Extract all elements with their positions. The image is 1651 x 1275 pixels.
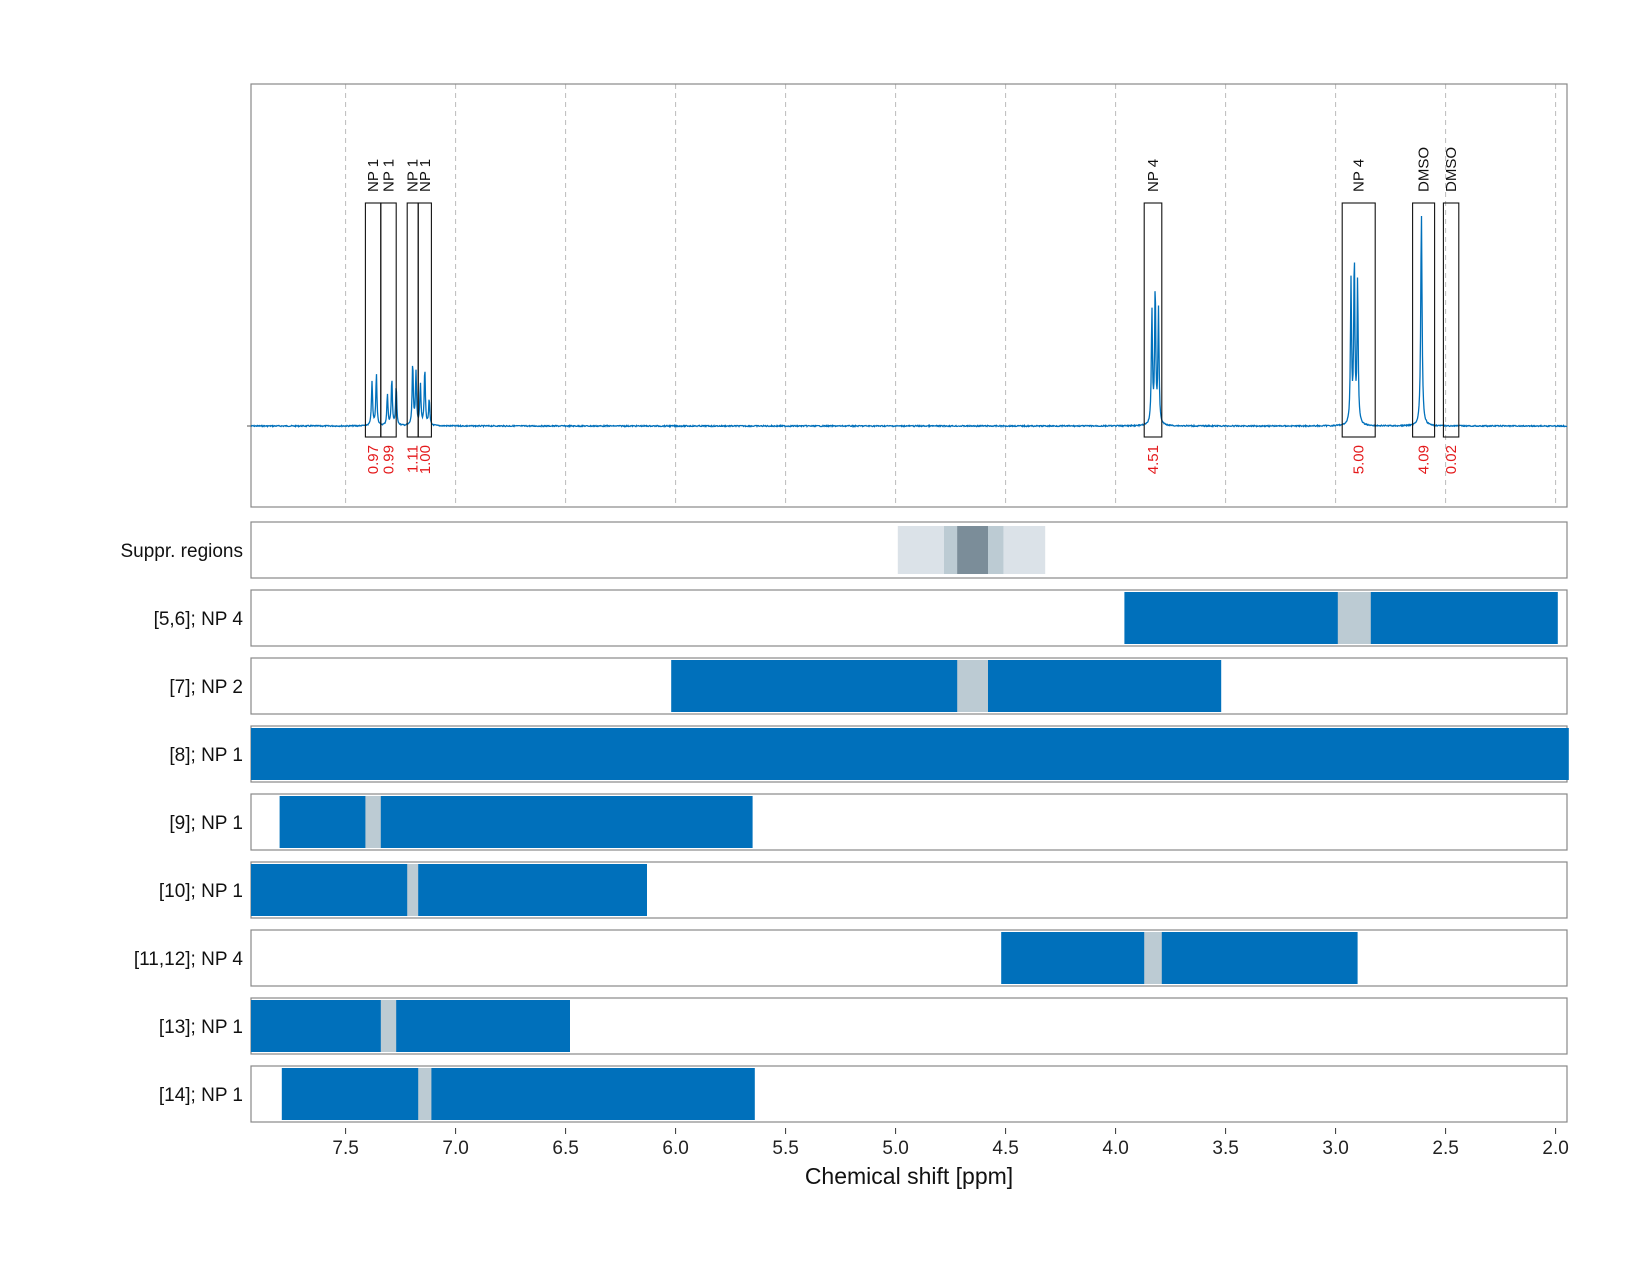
x-tick-label: 4.5 [992, 1138, 1018, 1159]
peak-region-label: NP 4 [1145, 159, 1162, 192]
x-tick-label: 5.5 [772, 1138, 798, 1159]
spectrum-panel: NP 1 0.97 NP 1 0.99 NP 1 1.11 NP 1 1.00 NP 4 4.51… [247, 83, 1568, 508]
peak-region-integral: 1.11 [405, 445, 422, 473]
peak-region-4: NP 4 4.51 [1143, 159, 1163, 474]
peak-region-label: NP 1 [405, 159, 422, 192]
peak-region-label: DMSO [1443, 147, 1460, 192]
peak-region-label: NP 1 [365, 159, 382, 192]
row-bar [251, 1000, 570, 1052]
peak-region-box [1442, 202, 1460, 438]
x-tick-label: 5.0 [882, 1138, 908, 1159]
row-bar [281, 1068, 755, 1120]
peak-region-2: NP 1 1.11 [405, 159, 422, 473]
peak-region-label: NP 1 [381, 159, 398, 192]
bar-rows: Suppr. regions [5,6]; NP 4 [7]; NP 2 [8]; N… [120, 521, 1569, 1123]
x-tick-label: 7.0 [442, 1138, 468, 1159]
row-label: [13]; NP 1 [159, 1017, 243, 1038]
peak-region-integral: 0.97 [365, 445, 382, 474]
row-label: [14]; NP 1 [159, 1085, 243, 1106]
peak-region-box [1412, 202, 1436, 438]
row-label: [7]; NP 2 [169, 677, 243, 698]
row-6: [13]; NP 1 [159, 997, 1568, 1055]
row-7: [14]; NP 1 [159, 1065, 1568, 1123]
row-label: [8]; NP 1 [169, 745, 243, 766]
grid-layer [345, 84, 1557, 507]
peak-region-box [1341, 202, 1376, 438]
row-bar [671, 660, 1222, 712]
row-3: [9]; NP 1 [169, 793, 1568, 851]
row-excluded-0 [407, 864, 419, 916]
x-axis: 7.5 7.0 6.5 6.0 5.5 5.0 4.5 4.0 3.5 3.0 2.5 2.0 [332, 1128, 1569, 1159]
x-tick-label: 2.0 [1542, 1138, 1568, 1159]
peak-region-integral: 4.51 [1145, 445, 1162, 474]
peak-region-box [380, 202, 397, 438]
x-tick-label: 7.5 [332, 1138, 358, 1159]
peak-region-7: DMSO 0.02 [1442, 147, 1460, 474]
peak-region-integral: 4.09 [1416, 445, 1433, 474]
row-excluded-0 [418, 1068, 432, 1120]
x-axis-title: Chemical shift [ppm] [805, 1163, 1013, 1189]
row-4: [10]; NP 1 [159, 861, 1568, 919]
peak-region-6: DMSO 4.09 [1412, 147, 1436, 474]
row-excluded-0 [1144, 932, 1162, 984]
peak-region-box [1143, 202, 1163, 438]
spectrum-frame [250, 83, 1568, 508]
row-bar [251, 728, 1569, 780]
x-tick-label: 3.0 [1322, 1138, 1348, 1159]
row-frame [250, 929, 1568, 987]
row-label: [11,12]; NP 4 [134, 949, 244, 970]
row-0: [5,6]; NP 4 [154, 589, 1568, 647]
row-bar [1001, 932, 1358, 984]
spectrum-line [250, 215, 1568, 429]
peak-region-5: NP 4 5.00 [1341, 159, 1376, 474]
row-5: [11,12]; NP 4 [134, 929, 1568, 987]
peak-region-label: NP 4 [1351, 159, 1368, 192]
peak-region-integral: 5.00 [1351, 445, 1368, 474]
row-label: [5,6]; NP 4 [154, 609, 244, 630]
row-excluded-0 [380, 1000, 397, 1052]
x-tick-label: 3.5 [1212, 1138, 1238, 1159]
x-tick-label: 2.5 [1432, 1138, 1458, 1159]
row-label: [10]; NP 1 [159, 881, 243, 902]
peak-region-0: NP 1 0.97 [364, 159, 382, 474]
peak-region-integral: 0.99 [381, 445, 398, 474]
suppression-band-2 [957, 526, 988, 574]
peak-region-integral: 1.00 [417, 445, 434, 474]
x-tick-label: 6.5 [552, 1138, 578, 1159]
peak-region-1: NP 1 0.99 [380, 159, 398, 474]
peak-region-integral: 0.02 [1443, 445, 1460, 474]
row-label: [9]; NP 1 [169, 813, 243, 834]
x-tick-label: 6.0 [662, 1138, 688, 1159]
suppression-row: Suppr. regions [120, 521, 1568, 579]
peak-region-box [417, 202, 432, 438]
peak-region-label: NP 1 [417, 159, 434, 192]
x-tick-label: 4.0 [1102, 1138, 1128, 1159]
row-bar [251, 864, 647, 916]
row-label: Suppr. regions [120, 541, 243, 562]
peak-region-label: DMSO [1416, 147, 1433, 192]
peak-region-3: NP 1 1.00 [417, 159, 434, 474]
row-excluded-0 [957, 660, 988, 712]
row-excluded-0 [1337, 592, 1371, 644]
row-1: [7]; NP 2 [169, 657, 1568, 715]
row-bar [279, 796, 753, 848]
row-2: [8]; NP 1 [169, 725, 1569, 783]
row-excluded-0 [365, 796, 381, 848]
